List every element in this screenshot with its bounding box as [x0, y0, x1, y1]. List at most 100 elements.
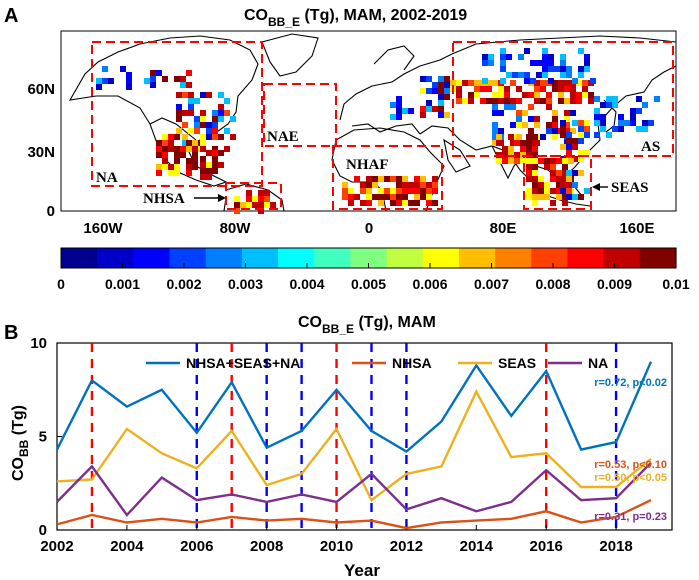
emission-pixel — [488, 54, 494, 60]
emission-pixel — [542, 60, 548, 66]
emission-pixel — [234, 196, 240, 202]
emission-pixel — [532, 134, 538, 140]
emission-pixel — [642, 102, 648, 108]
emission-pixel — [612, 102, 618, 108]
emission-pixel — [342, 182, 348, 188]
emission-pixel — [444, 76, 450, 82]
emission-pixel — [532, 200, 538, 206]
emission-pixel — [224, 146, 230, 152]
emission-pixel — [174, 146, 180, 152]
colorbar-segment — [61, 248, 98, 268]
colorbar-segment — [422, 248, 460, 268]
emission-pixel — [534, 92, 540, 98]
y-tick-label: 5 — [39, 429, 47, 446]
series-line-na — [56, 461, 652, 517]
emission-pixel — [522, 122, 528, 128]
emission-pixel — [366, 182, 372, 188]
emission-pixel — [486, 80, 492, 86]
emission-pixel — [212, 150, 218, 156]
emission-pixel — [366, 200, 372, 206]
emission-pixel — [526, 140, 532, 146]
emission-pixel — [414, 194, 420, 200]
lon-label: 160E — [619, 220, 654, 237]
emission-pixel — [438, 112, 444, 118]
emission-pixel — [532, 146, 538, 152]
emission-pixel — [174, 134, 180, 140]
lat-axis: 60N 30N 0 — [27, 81, 55, 220]
emission-pixel — [246, 196, 252, 202]
emission-pixel — [176, 110, 182, 116]
emission-pixel — [482, 78, 488, 84]
emission-pixel — [126, 84, 132, 90]
x-tick-label: 2010 — [320, 538, 353, 555]
emission-pixel — [432, 106, 438, 112]
emission-pixel — [200, 156, 206, 162]
emission-pixel — [538, 176, 544, 182]
emission-pixel — [556, 194, 562, 200]
emission-pixel — [372, 182, 378, 188]
emission-pixel — [234, 208, 240, 214]
emission-pixel — [516, 98, 522, 104]
emission-pixel — [538, 194, 544, 200]
emission-pixel — [426, 200, 432, 206]
emission-pixel — [212, 116, 218, 122]
emission-pixel — [636, 96, 642, 102]
emission-pixel — [218, 92, 224, 98]
panel-a-letter: A — [4, 5, 18, 27]
emission-pixel — [570, 128, 576, 134]
emission-pixel — [568, 158, 574, 164]
emission-pixel — [396, 108, 402, 114]
emission-pixel — [212, 128, 218, 134]
emission-pixel — [342, 194, 348, 200]
emission-pixel — [570, 110, 576, 116]
emission-pixel — [562, 170, 568, 176]
emission-pixel — [550, 164, 556, 170]
emission-pixel — [206, 150, 212, 156]
emission-pixel — [518, 72, 524, 78]
emission-pixel — [506, 54, 512, 60]
emission-pixel — [162, 152, 168, 158]
emission-pixel — [498, 128, 504, 134]
emission-pixel — [552, 128, 558, 134]
emission-pixel — [258, 202, 264, 208]
emission-pixel — [212, 122, 218, 128]
region-box-nhaf — [332, 145, 443, 210]
colorbar-tick-label: 0.001 — [105, 276, 140, 292]
emission-pixel — [354, 194, 360, 200]
emission-pixel — [496, 158, 502, 164]
emission-pixel — [456, 86, 462, 92]
emission-pixel — [188, 128, 194, 134]
seas-arrow-head — [592, 183, 600, 191]
emission-pixel — [536, 60, 542, 66]
emission-pixel — [524, 78, 530, 84]
emission-pixel — [468, 98, 474, 104]
emission-pixel — [390, 188, 396, 194]
emission-pixel — [426, 106, 432, 112]
emission-pixel — [566, 72, 572, 78]
region-boxes — [91, 41, 674, 210]
emission-pixel — [572, 182, 578, 188]
emission-pixel — [560, 132, 566, 138]
emission-pixel — [578, 120, 584, 126]
region-label-as: AS — [641, 139, 660, 155]
lon-label: 160W — [83, 220, 123, 237]
emission-pixel — [584, 120, 590, 126]
emission-pixel — [186, 158, 192, 164]
emission-pixel — [630, 120, 636, 126]
emission-pixel — [518, 54, 524, 60]
emission-pixel — [618, 120, 624, 126]
emission-pixel — [234, 202, 240, 208]
emission-pixel — [192, 164, 198, 170]
emission-pixel — [188, 110, 194, 116]
emission-pixel — [534, 98, 540, 104]
emission-pixel — [188, 98, 194, 104]
emission-pixel — [560, 188, 566, 194]
emission-pixel — [200, 122, 206, 128]
emission-pixel — [578, 170, 584, 176]
emission-pixel — [554, 66, 560, 72]
emission-pixel — [532, 140, 538, 146]
legend-label: NHSA — [392, 355, 432, 371]
emission-pixel — [532, 176, 538, 182]
emission-pixel — [532, 188, 538, 194]
